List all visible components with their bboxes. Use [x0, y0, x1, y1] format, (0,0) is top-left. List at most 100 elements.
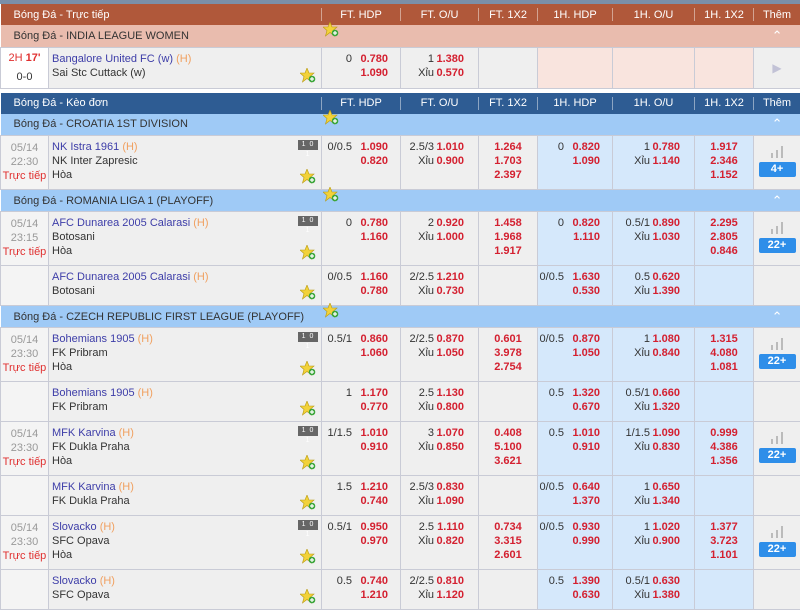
statistics-icon[interactable]: [770, 338, 784, 350]
live-field-icon[interactable]: 1 0 1: [298, 332, 319, 350]
h1-ou-line-row[interactable]: 1 1.080: [613, 332, 694, 346]
h1-ou-line-row[interactable]: 0.5 0.620: [613, 270, 694, 284]
ft-ou-line-row[interactable]: 2/2.5 0.810: [401, 574, 478, 588]
h1-1x2-odds[interactable]: 1.101: [710, 549, 738, 561]
ft-1x2-odds[interactable]: 2.397: [494, 169, 522, 181]
chevron-up-icon[interactable]: ⌃: [753, 305, 800, 328]
h1-1x2-odds[interactable]: 1.152: [710, 169, 738, 181]
ft-1x2-odds[interactable]: 0.734: [494, 521, 522, 533]
favorite-add-icon[interactable]: [299, 66, 316, 83]
chevron-up-icon[interactable]: ⌃: [753, 25, 800, 47]
ft-1x2-odds[interactable]: 1.703: [494, 155, 522, 167]
h1-hdp-away-row[interactable]: 1.090: [538, 154, 612, 168]
ft-ou-under-row[interactable]: Xỉu 1.050: [401, 346, 478, 360]
h1-1x2-odds[interactable]: 0.999: [710, 427, 738, 439]
ft-hdp-home-row[interactable]: 1.5 1.210: [322, 480, 400, 494]
favorite-add-icon[interactable]: [299, 244, 316, 260]
ft-hdp-home-row[interactable]: 0 0.780: [322, 216, 400, 230]
h1-1x2-odds[interactable]: 1.377: [710, 521, 738, 533]
ft-ou-line-row[interactable]: 1 1.380: [401, 52, 478, 66]
chevron-up-icon[interactable]: ⌃: [753, 113, 800, 136]
h1-ou-line-row[interactable]: 0.5/1 0.630: [613, 574, 694, 588]
h1-hdp-away-row[interactable]: 0.630: [538, 588, 612, 602]
favorite-add-icon[interactable]: [299, 454, 316, 470]
league-row[interactable]: Bóng Đá - ROMANIA LIGA 1 (PLAYOFF) ⌃: [0, 185, 800, 212]
favorite-add-icon[interactable]: [321, 109, 339, 128]
h1-1x2-odds[interactable]: 2.805: [710, 231, 738, 243]
home-team[interactable]: Slovacko: [52, 575, 97, 587]
ft-1x2-odds[interactable]: 1.458: [494, 217, 522, 229]
statistics-icon[interactable]: [770, 222, 784, 234]
more-bets-button[interactable]: 22+: [758, 238, 796, 253]
ft-hdp-away-row[interactable]: 1.160: [322, 230, 400, 244]
more-bets-button[interactable]: 22+: [758, 448, 796, 463]
h1-hdp-away-row[interactable]: 1.050: [538, 346, 612, 360]
ft-ou-line-row[interactable]: 2.5 1.130: [401, 386, 478, 400]
h1-ou-under-row[interactable]: Xỉu 1.140: [613, 154, 694, 168]
home-team[interactable]: Bohemians 1905: [52, 387, 135, 399]
favorite-add-icon[interactable]: [299, 168, 316, 184]
home-team[interactable]: Bohemians 1905: [52, 333, 135, 345]
h1-1x2-odds[interactable]: 0.846: [710, 245, 738, 257]
h1-1x2-odds[interactable]: 4.080: [710, 347, 738, 359]
ft-ou-line-row[interactable]: 2.5 1.110: [401, 520, 478, 534]
h1-ou-line-row[interactable]: 0.5/1 0.660: [613, 386, 694, 400]
h1-hdp-home-row[interactable]: 0/0.5 0.930: [538, 520, 612, 534]
ft-hdp-away-row[interactable]: 0.740: [322, 494, 400, 508]
ft-hdp-home-row[interactable]: 0 0.780: [322, 52, 400, 66]
ft-1x2-odds[interactable]: 3.978: [494, 347, 522, 359]
favorite-add-icon[interactable]: [299, 284, 316, 300]
live-field-icon[interactable]: 1 0 1: [298, 520, 319, 538]
h1-ou-under-row[interactable]: Xỉu 0.900: [613, 534, 694, 548]
h1-hdp-home-row[interactable]: 0 0.820: [538, 216, 612, 230]
more-bets-button[interactable]: 4+: [758, 162, 796, 177]
away-team[interactable]: NK Inter Zapresic: [52, 155, 138, 167]
favorite-add-icon[interactable]: [321, 185, 339, 205]
ft-ou-under-row[interactable]: Xỉu 0.730: [401, 284, 478, 298]
more-bets-button[interactable]: 22+: [758, 542, 796, 557]
statistics-icon[interactable]: [770, 526, 784, 538]
home-team[interactable]: NK Istra 1961: [52, 141, 120, 153]
ft-hdp-home-row[interactable]: 0.5/1 0.950: [322, 520, 400, 534]
away-team[interactable]: FK Dukla Praha: [52, 495, 130, 507]
home-team[interactable]: Slovacko: [52, 521, 97, 533]
h1-1x2-odds[interactable]: 3.723: [710, 535, 738, 547]
away-team[interactable]: FK Pribram: [52, 347, 108, 359]
ft-ou-line-row[interactable]: 2.5/3 0.830: [401, 480, 478, 494]
h1-hdp-away-row[interactable]: 1.110: [538, 230, 612, 244]
ft-ou-under-row[interactable]: Xỉu 1.000: [401, 230, 478, 244]
away-team[interactable]: SFC Opava: [52, 589, 110, 601]
h1-ou-line-row[interactable]: 1 0.780: [613, 140, 694, 154]
h1-1x2-odds[interactable]: 4.386: [710, 441, 738, 453]
favorite-add-icon[interactable]: [299, 360, 316, 376]
favorite-add-icon[interactable]: [321, 301, 339, 321]
ft-hdp-away-row[interactable]: 1.060: [322, 346, 400, 360]
h1-ou-line-row[interactable]: 1/1.5 1.090: [613, 426, 694, 440]
h1-ou-under-row[interactable]: Xỉu 1.380: [613, 588, 694, 602]
ft-ou-under-row[interactable]: Xỉu 0.850: [401, 440, 478, 454]
ft-1x2-odds[interactable]: 2.754: [494, 361, 522, 373]
h1-hdp-away-row[interactable]: 0.990: [538, 534, 612, 548]
ft-ou-under-row[interactable]: Xỉu 1.120: [401, 588, 478, 602]
league-row[interactable]: Bóng Đá - CROATIA 1ST DIVISION ⌃: [0, 109, 800, 136]
ft-1x2-odds[interactable]: 3.621: [494, 455, 522, 467]
ft-hdp-away-row[interactable]: 1.090: [322, 66, 400, 80]
ft-ou-line-row[interactable]: 3 1.070: [401, 426, 478, 440]
live-field-icon[interactable]: 1 0 1: [298, 426, 319, 444]
ft-ou-line-row[interactable]: 2 0.920: [401, 216, 478, 230]
home-team[interactable]: MFK Karvina: [52, 427, 116, 439]
home-team[interactable]: Bangalore United FC (w): [52, 52, 174, 65]
ft-1x2-odds[interactable]: 1.917: [494, 245, 522, 257]
ft-1x2-odds[interactable]: 1.264: [494, 141, 522, 153]
statistics-icon[interactable]: [770, 146, 784, 158]
h1-hdp-away-row[interactable]: 1.370: [538, 494, 612, 508]
h1-1x2-odds[interactable]: 1.917: [710, 141, 738, 153]
ft-hdp-away-row[interactable]: 0.770: [322, 400, 400, 414]
favorite-add-icon[interactable]: [299, 494, 316, 510]
h1-ou-line-row[interactable]: 1 0.650: [613, 480, 694, 494]
ft-hdp-away-row[interactable]: 0.780: [322, 284, 400, 298]
home-team[interactable]: AFC Dunarea 2005 Calarasi: [52, 217, 191, 229]
ft-hdp-home-row[interactable]: 1/1.5 1.010: [322, 426, 400, 440]
favorite-add-icon[interactable]: [299, 548, 316, 564]
away-team[interactable]: FK Pribram: [52, 401, 108, 413]
